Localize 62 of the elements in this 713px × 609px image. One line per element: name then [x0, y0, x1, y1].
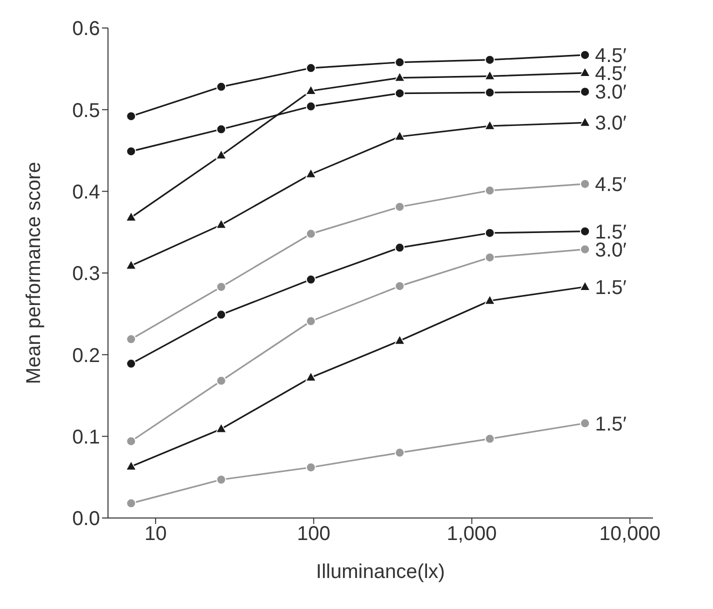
point	[484, 120, 496, 130]
point	[394, 448, 405, 458]
y-tick-label: 0.4	[72, 181, 100, 204]
point	[126, 334, 136, 344]
point	[126, 212, 137, 222]
x-tick-label: 10	[144, 523, 167, 546]
point	[394, 281, 405, 292]
y-tick-label: 0.2	[72, 344, 100, 367]
point	[216, 474, 226, 485]
point	[126, 111, 136, 122]
x-axis-title: Illuminance(lx)	[316, 561, 445, 583]
point	[216, 82, 226, 92]
point	[126, 146, 136, 156]
point	[306, 63, 316, 74]
point	[484, 252, 495, 262]
point	[394, 334, 406, 345]
y-axis-title: Mean performance score	[23, 162, 46, 384]
point	[306, 228, 316, 239]
x-tick-label: 100	[297, 523, 330, 546]
point	[216, 150, 227, 160]
point	[216, 282, 226, 292]
x-tick-label: 10,000	[599, 523, 660, 546]
y-tick-label: 0.3	[72, 263, 100, 286]
point	[305, 168, 316, 178]
point	[484, 70, 496, 80]
point	[126, 260, 137, 270]
point	[126, 460, 137, 470]
point	[216, 310, 226, 320]
point	[216, 423, 227, 433]
point	[394, 72, 406, 82]
point	[394, 88, 405, 98]
point	[306, 462, 316, 472]
point	[305, 372, 316, 382]
point	[394, 57, 405, 68]
point	[394, 242, 405, 253]
point	[126, 436, 136, 446]
point	[126, 498, 136, 508]
point	[306, 101, 316, 112]
point	[126, 358, 136, 369]
series-label: 1.5′	[594, 413, 627, 436]
point	[216, 218, 227, 229]
y-tick-label: 0.0	[72, 508, 100, 530]
y-tick-label: 0.5	[72, 100, 100, 122]
point	[306, 316, 316, 326]
point	[484, 186, 495, 196]
point	[484, 228, 495, 238]
point	[394, 130, 406, 141]
point	[306, 274, 316, 285]
x-tick-label: 1,000	[446, 523, 497, 546]
point	[484, 434, 495, 444]
point	[394, 202, 405, 212]
point	[305, 84, 316, 95]
y-tick-label: 0.6	[72, 18, 100, 40]
series-label: 4.5′	[594, 174, 627, 196]
series-label: 1.5′	[594, 276, 627, 299]
point	[216, 376, 226, 386]
series-label: 3.0′	[594, 112, 627, 135]
point	[484, 294, 496, 305]
point	[484, 54, 495, 65]
y-tick-label: 0.1	[72, 426, 100, 448]
point	[484, 88, 495, 98]
point	[216, 124, 226, 134]
